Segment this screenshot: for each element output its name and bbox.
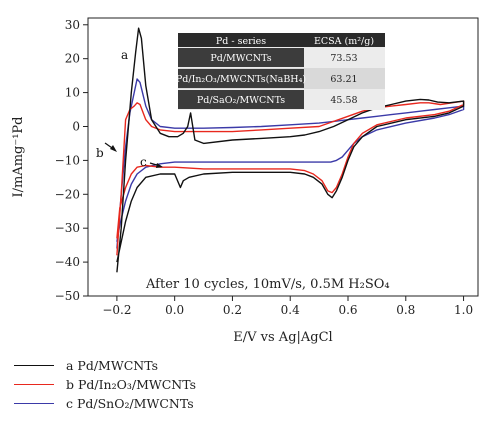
y-tick-label: 0 [72, 119, 80, 133]
legend-swatch-b [14, 384, 54, 385]
arrow-c [149, 162, 163, 168]
table-cell-name-2: Pd/In₂O₃/MWCNTs(NaBH₄) [176, 74, 306, 85]
legend-swatch-a [14, 365, 54, 366]
legend-label-b: b Pd/In₂O₃/MWCNTs [66, 377, 197, 392]
cv-chart: −0.2 0.0 0.2 0.4 0.6 0.8 1.0 −50 −40 −30 −20 −10 0 10… [11, 17, 479, 345]
cycle-annotation: After 10 cycles, 10mV/s, 0.5M H₂SO₄ [145, 277, 390, 292]
y-tick-label: −40 [55, 255, 80, 269]
table-header-bg [178, 33, 385, 47]
y-tick-label: −50 [55, 289, 80, 303]
series-line-a [116, 27, 465, 273]
table-cell-value-1: 73.53 [330, 53, 357, 64]
table-header-ecsa: ECSA (m²/g) [314, 36, 374, 47]
x-tick-label: 1.0 [454, 303, 473, 317]
table-row-3-label-bg [178, 90, 304, 109]
x-tick-label: 0.2 [223, 303, 242, 317]
legend-label-c: c Pd/SnO₂/MWCNTs [66, 396, 194, 411]
x-tick-label: 0.4 [281, 303, 300, 317]
y-tick-label: −30 [55, 221, 80, 235]
table-header-series: Pd - series [216, 36, 266, 47]
table-cell-value-3: 45.58 [330, 95, 357, 106]
curve-label-c: c [140, 155, 147, 169]
y-tick-label: 30 [65, 18, 80, 32]
table-row-2-label-bg [178, 69, 304, 88]
curve-label-b: b [96, 146, 104, 160]
table-cell-name-3: Pd/SaO₂/MWCNTs [197, 95, 285, 106]
x-axis-title: E/V vs Ag|AgCl [233, 330, 332, 345]
legend-swatch-c [14, 403, 54, 404]
legend-label-a: a Pd/MWCNTs [66, 358, 159, 373]
y-tick-label: 20 [65, 52, 80, 66]
x-tick-label: −0.2 [102, 303, 131, 317]
legend: a Pd/MWCNTs b Pd/In₂O₃/MWCNTs c Pd/SnO₂/… [14, 356, 314, 413]
table-cell-value-2: 63.21 [330, 74, 357, 85]
arrow-b [104, 142, 117, 152]
legend-item-b: b Pd/In₂O₃/MWCNTs [14, 375, 314, 394]
y-axis-title: I/mAmg⁻¹Pd [11, 116, 26, 197]
table-row-1-label-bg [178, 48, 304, 67]
axis-ticks: −0.2 0.0 0.2 0.4 0.6 0.8 1.0 −50 −40 −30 −20 −10 0 10… [55, 18, 473, 317]
y-tick-label: 10 [65, 86, 80, 100]
table-cell-name-1: Pd/MWCNTs [210, 53, 271, 64]
curves [116, 27, 465, 273]
legend-item-a: a Pd/MWCNTs [14, 356, 314, 375]
ecsa-table: Pd - series ECSA (m²/g) Pd/MWCNTs 73.53 … [176, 33, 385, 110]
y-tick-label: −20 [55, 187, 80, 201]
x-tick-label: 0.6 [338, 303, 357, 317]
curve-label-a: a [121, 48, 128, 62]
y-tick-label: −10 [55, 153, 80, 167]
series-line-c [116, 78, 465, 249]
x-tick-label: 0.0 [165, 303, 184, 317]
legend-item-c: c Pd/SnO₂/MWCNTs [14, 394, 314, 413]
x-tick-label: 0.8 [396, 303, 415, 317]
plot-frame [87, 17, 479, 297]
